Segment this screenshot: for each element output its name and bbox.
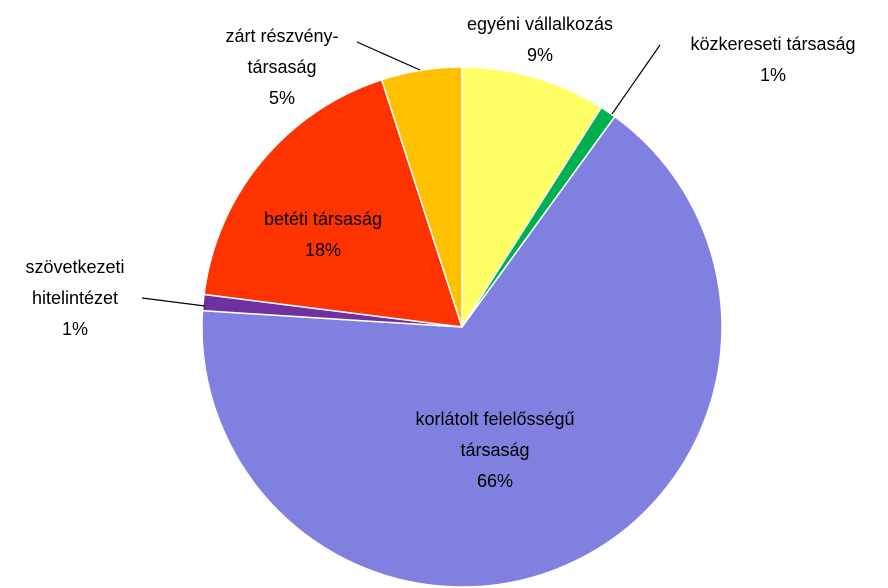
label-line: közkereseti társaság [690,34,855,54]
pie-slice [203,78,464,328]
value-label: 5% [269,88,295,108]
slice-label: közkereseti társaság [690,34,855,54]
slice-label: szövetkezeti hitelintézet [25,257,124,308]
label-line: egyéni vállalkozás [467,14,613,34]
label-line: szövetkezeti [25,257,124,277]
value-label: 66% [477,471,513,491]
pie-slice [461,66,603,330]
label-line: betéti társaság [264,209,382,229]
pie-slice [201,115,723,588]
label-line: társaság [460,440,529,460]
slice-label: egyéni vállalkozás [467,14,613,34]
value-label: 1% [760,65,786,85]
leader-line [141,297,206,307]
value-label: 18% [305,240,341,260]
label-line: zárt részvény- [225,26,338,46]
slice-label: zárt részvény-társaság [225,26,338,77]
value-label: 1% [62,319,88,339]
value-label: 9% [527,45,553,65]
pie-slice [380,66,463,328]
leader-line [611,44,661,115]
label-line: társaság [247,57,316,77]
slice-label: korlátolt felelősségű társaság [415,409,574,460]
label-line: hitelintézet [32,288,118,308]
slice-label: betéti társaság [264,209,382,229]
leader-line [356,41,421,71]
label-line: korlátolt felelősségű [415,409,574,429]
